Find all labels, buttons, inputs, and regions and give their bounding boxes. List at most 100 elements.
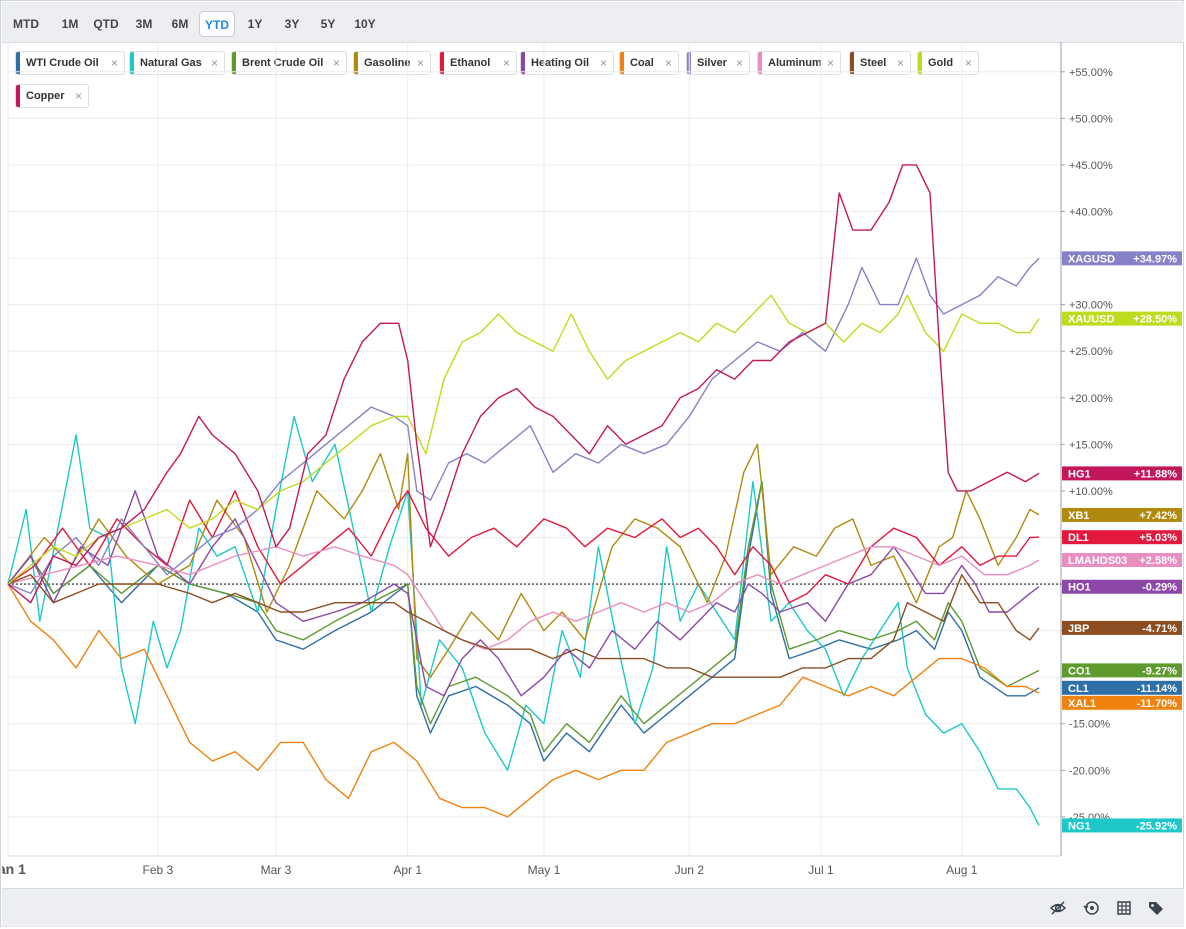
remove-series-icon[interactable]: × — [502, 56, 510, 70]
remove-series-icon[interactable]: × — [416, 56, 424, 70]
series-line-steel[interactable] — [7, 574, 1040, 678]
legend-swatch — [16, 85, 20, 107]
value-badge-xauusd: XAUUSD +28.50% — [1062, 311, 1182, 326]
legend-label: Copper — [26, 90, 65, 102]
legend-label: Natural Gas — [140, 57, 202, 69]
y-tick-label: -20.00% — [1069, 765, 1110, 777]
range-button-qtd[interactable]: QTD — [93, 17, 119, 31]
remove-series-icon[interactable]: × — [735, 56, 743, 70]
range-button-3y[interactable]: 3Y — [284, 17, 300, 31]
value-badge-xb1: XB1 +7.42% — [1062, 507, 1182, 522]
x-tick-label: Mar 3 — [261, 863, 292, 877]
value-badge-value: +2.58% — [1139, 555, 1177, 567]
remove-series-icon[interactable]: × — [110, 56, 118, 70]
range-button-10y[interactable]: 10Y — [354, 17, 376, 31]
y-tick-label: +25.00% — [1069, 346, 1113, 358]
series-line-gasoline[interactable] — [7, 443, 1040, 678]
value-badge-bg — [1062, 579, 1182, 594]
reset-zoom-icon[interactable] — [1083, 899, 1101, 917]
value-badge-bg — [1062, 507, 1182, 522]
range-button-mtd[interactable]: MTD — [13, 17, 39, 31]
value-badge-value: -11.14% — [1137, 683, 1178, 695]
series-line-wti-crude-oil[interactable] — [7, 480, 1040, 762]
y-tick-label: +15.00% — [1069, 439, 1113, 451]
range-button-5y[interactable]: 5Y — [320, 17, 336, 31]
value-badge-bg — [1062, 695, 1182, 710]
y-tick-label: +55.00% — [1069, 67, 1113, 79]
x-tick-label: Apr 1 — [393, 863, 422, 877]
value-badge-ticker: DL1 — [1068, 532, 1089, 544]
legend-item-aluminum[interactable]: Aluminum × — [757, 51, 841, 75]
legend-label: Gasoline — [364, 57, 411, 69]
y-tick-label: +40.00% — [1069, 207, 1113, 219]
legend-item-ethanol[interactable]: Ethanol × — [439, 51, 517, 75]
legend-item-silver[interactable]: Silver × — [686, 51, 750, 75]
remove-series-icon[interactable]: × — [74, 89, 82, 103]
legend-item-gold[interactable]: Gold × — [917, 51, 979, 75]
legend-item-steel[interactable]: Steel × — [849, 51, 911, 75]
x-tick-label: Jul 1 — [808, 863, 834, 877]
series-line-coal[interactable] — [7, 583, 1040, 818]
y-tick-label: +30.00% — [1069, 300, 1113, 312]
chart-area[interactable]: +55.00% +50.00% +45.00% +40.00% +30.00% +25.0… — [2, 42, 1184, 888]
legend-item-copper[interactable]: Copper × — [15, 84, 89, 108]
series-line-gold[interactable] — [7, 294, 1040, 585]
series-line-natural-gas[interactable] — [7, 415, 1040, 826]
series-line-brent-crude-oil[interactable] — [7, 480, 1040, 753]
range-button-3m[interactable]: 3M — [135, 17, 153, 31]
value-badge-value: +34.97% — [1133, 253, 1177, 265]
series-line-aluminum[interactable] — [7, 546, 1040, 650]
range-button-6m[interactable]: 6M — [171, 17, 189, 31]
remove-series-icon[interactable]: × — [210, 56, 218, 70]
tags-icon[interactable] — [1147, 899, 1165, 917]
remove-series-icon[interactable]: × — [964, 56, 972, 70]
legend-item-coal[interactable]: Coal × — [619, 51, 679, 75]
remove-series-icon[interactable]: × — [826, 56, 834, 70]
legend-label: WTI Crude Oil — [26, 57, 99, 69]
legend-swatch — [850, 52, 854, 74]
legend-item-heating-oil[interactable]: Heating Oil × — [520, 51, 614, 75]
y-tick-label: +20.00% — [1069, 393, 1113, 405]
series-line-heating-oil[interactable] — [7, 490, 1040, 697]
legend-item-gasoline[interactable]: Gasoline × — [353, 51, 431, 75]
legend-label: Coal — [630, 57, 654, 69]
series-line-silver[interactable] — [7, 257, 1040, 595]
range-toolbar: MTD 1M QTD 3M 6M YTD 1Y 3Y 5Y 10Y — [2, 2, 1184, 43]
value-badge-ticker: HO1 — [1068, 582, 1091, 594]
legend-label: Steel — [860, 57, 887, 69]
value-badge-ticker: CO1 — [1068, 665, 1091, 677]
y-tick-label: +50.00% — [1069, 113, 1113, 125]
value-badge-ticker: HG1 — [1068, 468, 1091, 480]
remove-series-icon[interactable]: × — [664, 56, 672, 70]
value-badge-value: +5.03% — [1139, 532, 1177, 544]
value-badge-ticker: XAL1 — [1068, 698, 1096, 710]
legend-swatch — [130, 52, 134, 74]
hide-icon[interactable] — [1049, 899, 1067, 917]
value-badge-bg — [1062, 818, 1182, 833]
value-badge-bg — [1062, 251, 1182, 266]
value-badge-bg — [1062, 311, 1182, 326]
value-badge-value: -4.71% — [1142, 623, 1177, 635]
value-badge-bg — [1062, 680, 1182, 695]
series-line-copper[interactable] — [7, 164, 1040, 604]
range-button-1y[interactable]: 1Y — [247, 17, 263, 31]
range-button-ytd[interactable]: YTD — [199, 11, 235, 37]
value-badge-ticker: XAUUSD — [1068, 314, 1115, 326]
value-badge-ho1: HO1 -0.29% — [1062, 579, 1182, 594]
legend-item-brent-crude-oil[interactable]: Brent Crude Oil × — [231, 51, 347, 75]
legend-item-natural-gas[interactable]: Natural Gas × — [129, 51, 225, 75]
value-badge-value: +7.42% — [1139, 510, 1177, 522]
y-tick-label: +10.00% — [1069, 486, 1113, 498]
grid-icon[interactable] — [1115, 899, 1133, 917]
y-tick-label: +45.00% — [1069, 160, 1113, 172]
value-badge-value: -0.29% — [1142, 582, 1177, 594]
range-button-1m[interactable]: 1M — [61, 17, 79, 31]
remove-series-icon[interactable]: × — [896, 56, 904, 70]
value-badge-co1: CO1 -9.27% — [1062, 663, 1182, 678]
value-badges: XAGUSD +34.97% XAUUSD +28.50% HG1 +11.88% XB1 +… — [1062, 251, 1182, 833]
bottom-toolbar — [2, 888, 1184, 927]
remove-series-icon[interactable]: × — [599, 56, 607, 70]
value-badge-ticker: XB1 — [1068, 510, 1089, 522]
legend-item-wti-crude-oil[interactable]: WTI Crude Oil × — [15, 51, 125, 75]
remove-series-icon[interactable]: × — [332, 56, 340, 70]
